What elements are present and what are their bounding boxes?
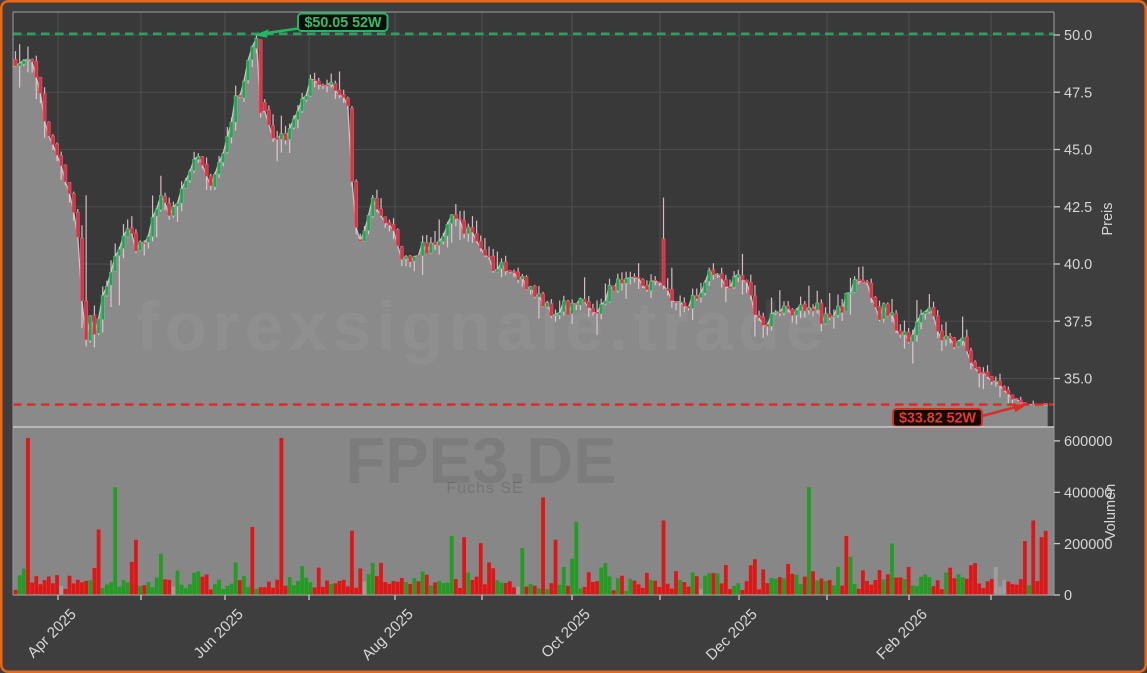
svg-text:400000: 400000 [1064, 485, 1112, 501]
svg-text:42.5: 42.5 [1064, 200, 1092, 216]
svg-text:forexsignale.trade: forexsignale.trade [136, 288, 829, 365]
svg-text:47.5: 47.5 [1064, 85, 1092, 101]
svg-text:$33.82 52W: $33.82 52W [899, 411, 977, 427]
svg-text:200000: 200000 [1064, 537, 1112, 553]
svg-text:50.0: 50.0 [1064, 28, 1092, 44]
svg-text:40.0: 40.0 [1064, 257, 1092, 273]
svg-text:Fuchs SE: Fuchs SE [446, 480, 523, 497]
svg-text:35.0: 35.0 [1064, 372, 1092, 388]
svg-text:45.0: 45.0 [1064, 143, 1092, 159]
svg-text:Volumen: Volumen [1103, 484, 1119, 540]
svg-text:$50.05 52W: $50.05 52W [304, 15, 382, 31]
svg-text:0: 0 [1064, 588, 1072, 604]
svg-text:FPE3.DE: FPE3.DE [346, 424, 617, 497]
svg-text:600000: 600000 [1064, 434, 1112, 450]
svg-text:37.5: 37.5 [1064, 314, 1092, 330]
svg-text:Preis: Preis [1100, 202, 1116, 235]
